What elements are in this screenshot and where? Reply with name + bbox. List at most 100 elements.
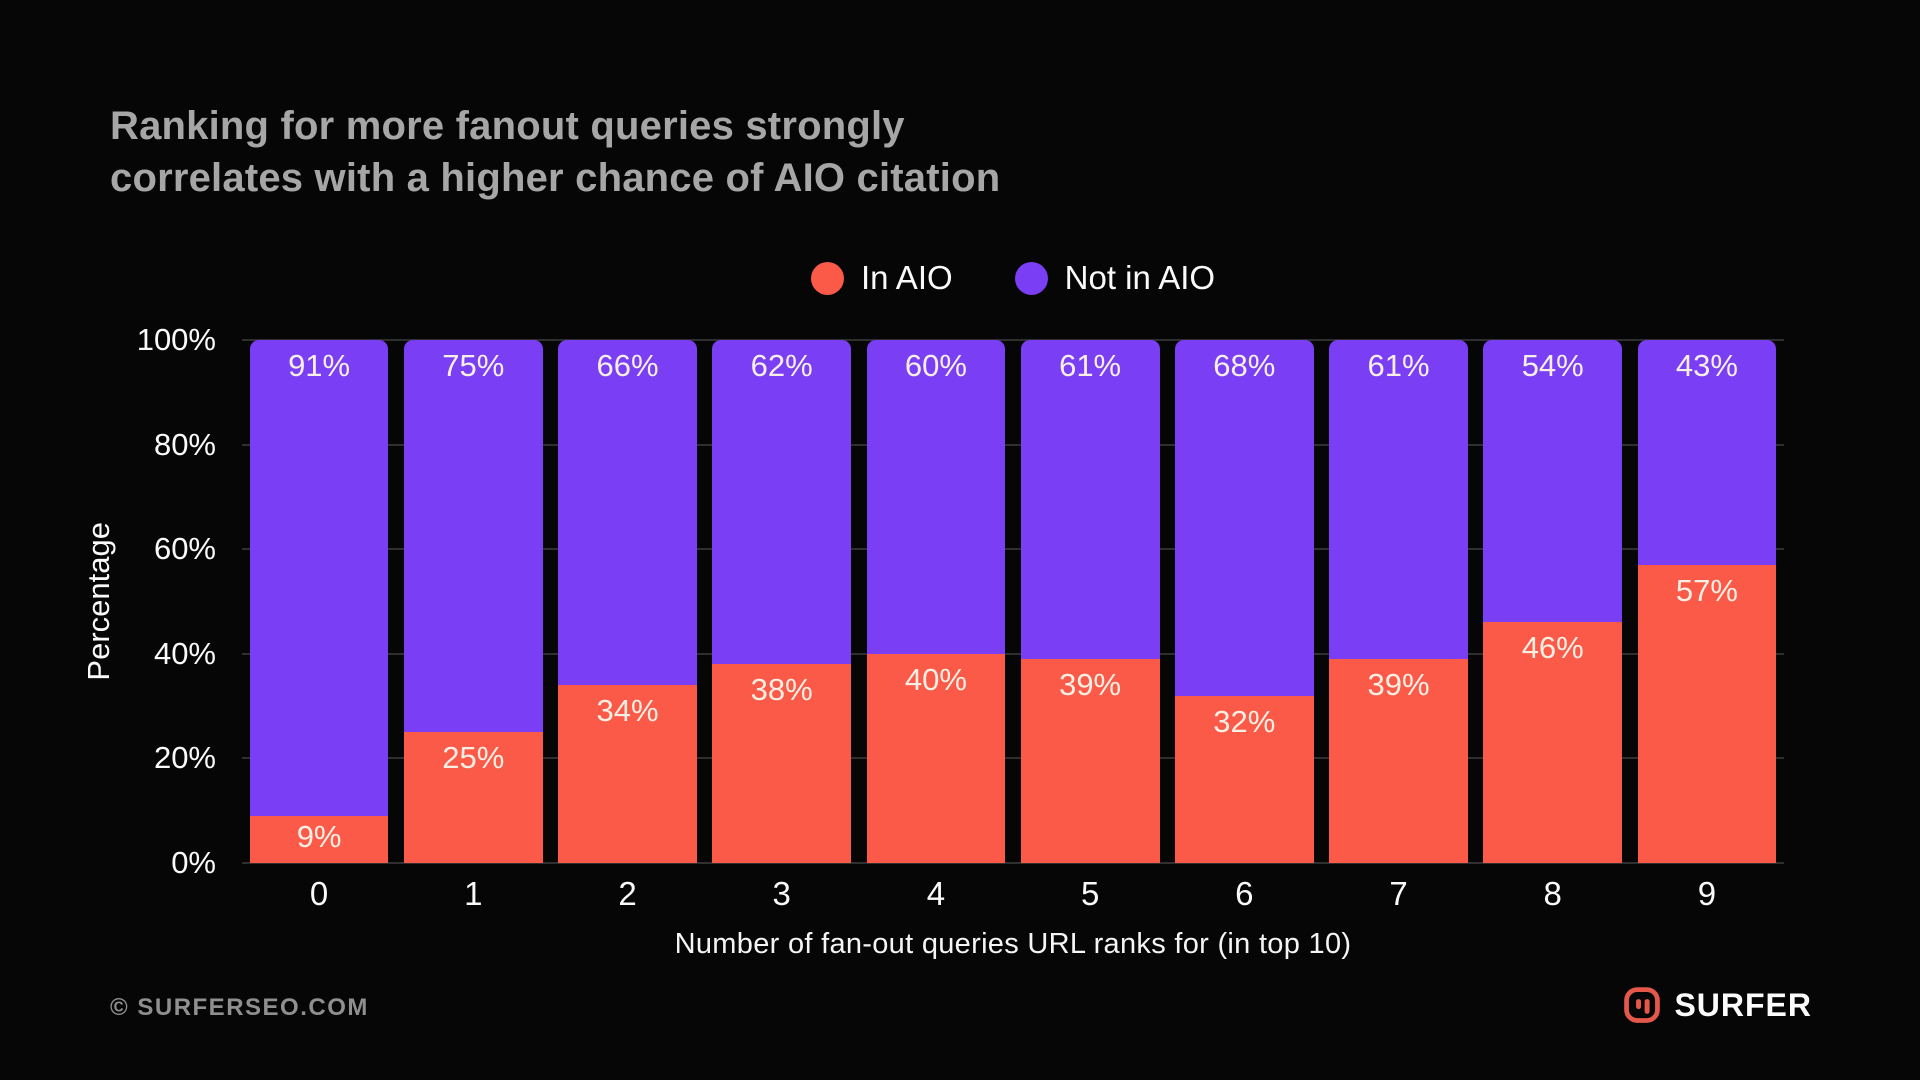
stacked-bar: 62% 38% [712,340,852,863]
y-tick-label: 40% [153,635,216,671]
y-tick-label: 20% [153,740,216,776]
stacked-bar: 54% 46% [1483,340,1623,863]
x-tick-label: 5 [1080,875,1100,912]
brand-lockup: SURFER [1623,986,1812,1024]
segment-value-label: 62% [750,348,813,383]
brand-name: SURFER [1674,986,1812,1023]
x-tick-label: 0 [309,875,329,912]
y-tick-label: 0% [171,845,216,880]
x-axis-title: Number of fan-out queries URL ranks for … [674,928,1352,960]
segment-not-in-aio: 91% [249,340,389,816]
legend-dot-icon [1014,261,1048,295]
x-tick-label: 6 [1235,875,1254,912]
stacked-bar: 43% 57% [1637,340,1777,863]
segment-in-aio: 46% [1483,622,1623,863]
segment-in-aio: 25% [403,732,543,863]
legend-label: Not in AIO [1064,259,1216,296]
x-tick-label: 1 [464,875,483,912]
gridlines [242,339,1784,864]
segment-value-label: 61% [1059,348,1122,383]
segment-not-in-aio: 68% [1174,340,1314,696]
legend: In AIO Not in AIO [242,258,1784,298]
segment-not-in-aio: 61% [1020,340,1160,660]
plot-area: 91% 9% 0 75% 25% 1 66% 34% 2 62% 38% 3 60% 40% 4 61% 39%… [242,339,1784,912]
segment-value-label: 60% [904,348,967,383]
segment-value-label: 54% [1521,348,1584,383]
stacked-bar: 61% 39% [1329,340,1468,863]
segment-in-aio: 40% [866,653,1006,863]
segment-not-in-aio: 60% [866,340,1006,654]
segment-value-label: 40% [904,661,967,697]
segment-not-in-aio: 75% [403,340,543,733]
segment-value-label: 91% [288,348,351,383]
stacked-bar: 60% 40% [866,340,1006,863]
x-tick-label: 3 [772,875,791,912]
gridline [242,443,1784,446]
segment-not-in-aio: 62% [712,340,852,665]
stacked-bar: 66% 34% [558,340,697,863]
segment-value-label: 43% [1675,348,1738,383]
legend-item: Not in AIO [1014,259,1216,297]
segment-in-aio: 32% [1174,695,1314,863]
x-tick-label: 8 [1543,875,1562,912]
segment-in-aio: 34% [558,685,697,863]
legend-dot-icon [810,261,844,295]
bar-slot: 60% 40% 4 [859,340,1013,912]
segment-in-aio: 39% [1020,659,1160,863]
bar-slot: 91% 9% 0 [242,340,396,912]
stacked-bar: 75% 25% [403,340,543,863]
copyright-text: © SURFERSEO.COM [110,994,369,1021]
y-tick-label: 60% [153,531,216,567]
stacked-bar: 61% 39% [1020,340,1160,863]
segment-value-label: 9% [296,818,342,854]
segment-in-aio: 57% [1637,564,1777,863]
chart-title-line2: correlates with a higher chance of AIO c… [110,156,1001,201]
bar-slot: 43% 57% 9 [1630,340,1784,912]
y-tick-label: 80% [153,426,216,462]
segment-in-aio: 9% [249,815,389,863]
x-tick-label: 7 [1389,875,1408,912]
bar-slot: 62% 38% 3 [705,340,859,912]
segment-value-label: 32% [1213,703,1276,739]
segment-in-aio: 39% [1329,659,1468,863]
segment-value-label: 61% [1367,348,1430,383]
segment-not-in-aio: 61% [1329,340,1468,660]
segment-value-label: 34% [596,693,659,729]
bar-slot: 61% 39% 7 [1321,340,1475,912]
x-tick-label: 9 [1697,875,1717,912]
segment-value-label: 38% [750,672,813,708]
segment-value-label: 46% [1521,630,1584,666]
legend-item: In AIO [810,259,953,297]
gridline [242,548,1784,551]
segment-in-aio: 38% [712,664,852,863]
bar-slot: 68% 32% 6 [1167,340,1321,912]
legend-label: In AIO [860,259,953,296]
bar-slot: 75% 25% 1 [396,340,550,912]
y-axis-ticks: 0% 20% 40% 60% 80% 100% [110,322,216,880]
segment-value-label: 39% [1367,667,1430,703]
segment-value-label: 68% [1213,348,1276,383]
segment-not-in-aio: 43% [1637,340,1777,565]
bars: 91% 9% 0 75% 25% 1 66% 34% 2 62% 38% 3 60% 40% 4 61% 39%… [242,340,1784,912]
segment-not-in-aio: 54% [1483,340,1623,623]
segment-value-label: 75% [442,348,505,383]
y-tick-label: 100% [136,322,216,357]
segment-not-in-aio: 66% [558,340,697,686]
bar-slot: 66% 34% 2 [550,340,704,912]
chart-title: Ranking for more fanout queries strongly… [110,100,1000,205]
gridline [242,757,1784,760]
segment-value-label: 66% [596,348,659,383]
bar-slot: 61% 39% 5 [1013,340,1167,912]
chart-title-line1: Ranking for more fanout queries strongly [110,104,905,148]
segment-value-label: 25% [442,740,505,776]
surfer-logo-icon [1624,987,1661,1023]
x-tick-label: 2 [618,875,637,912]
segment-value-label: 57% [1675,572,1738,608]
gridline [242,652,1784,655]
stacked-bar: 68% 32% [1174,340,1314,863]
x-tick-label: 4 [926,875,946,912]
segment-value-label: 39% [1059,667,1122,703]
gridline [242,862,1784,864]
gridline [242,339,1784,341]
